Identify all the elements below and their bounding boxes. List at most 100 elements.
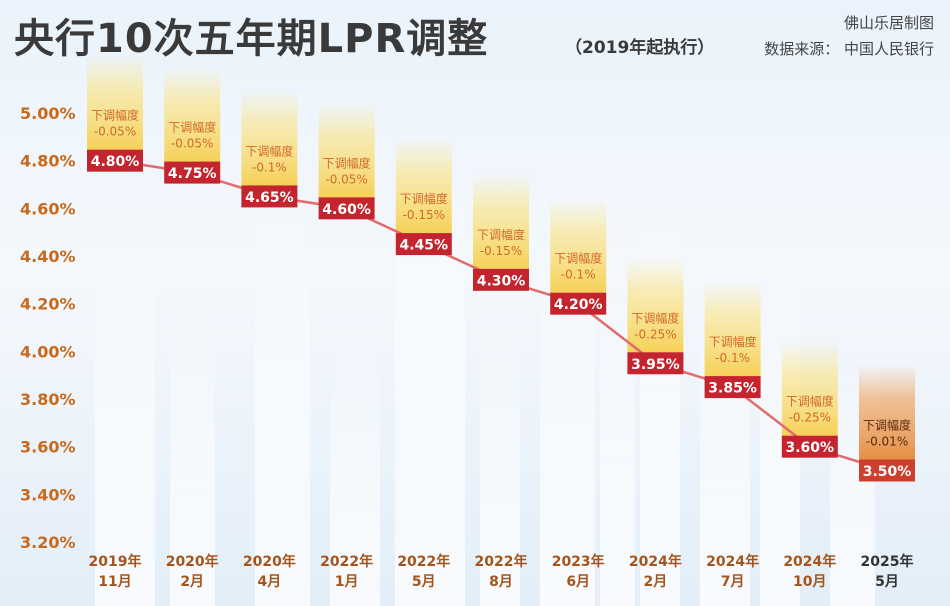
change-band (395, 138, 452, 234)
change-label: 下调幅度 (709, 334, 757, 349)
x-tick-month: 2月 (180, 574, 204, 590)
background-building (255, 200, 310, 606)
background-skyline (95, 160, 875, 606)
change-label: 下调幅度 (323, 155, 371, 170)
value-label: 3.95% (631, 357, 680, 373)
x-tick-year: 2024年 (783, 553, 836, 570)
y-tick-label: 4.80% (20, 152, 76, 171)
x-tick-year: 2024年 (706, 553, 759, 570)
x-tick-year: 2022年 (397, 553, 450, 570)
value-label-box (704, 376, 761, 399)
change-value: -0.05% (94, 125, 136, 139)
change-label: 下调幅度 (631, 310, 679, 325)
change-label: 下调幅度 (91, 108, 139, 123)
x-tick-month: 1月 (335, 574, 359, 590)
change-band (164, 66, 221, 162)
change-value: -0.05% (171, 137, 213, 151)
value-label-box (87, 149, 143, 172)
x-tick-year: 2020年 (166, 553, 219, 570)
value-label: 4.45% (400, 238, 449, 254)
x-tick-month: 11月 (98, 574, 131, 590)
change-label: 下调幅度 (863, 418, 911, 433)
x-tick-year: 2020年 (243, 553, 296, 570)
y-tick-label: 4.00% (20, 342, 76, 361)
y-tick-label: 3.60% (20, 438, 76, 457)
x-tick-year: 2022年 (475, 553, 528, 570)
background-building (95, 230, 155, 606)
y-tick-label: 3.80% (20, 390, 76, 409)
y-tick-label: 3.40% (20, 485, 76, 504)
value-label: 3.60% (786, 440, 835, 456)
value-label: 3.50% (863, 464, 912, 480)
value-label: 4.60% (322, 202, 371, 218)
x-tick-year: 2019年 (89, 553, 142, 570)
change-band (627, 257, 684, 353)
x-tick-month: 5月 (875, 574, 899, 590)
change-value: -0.01% (866, 435, 908, 449)
change-value: -0.15% (480, 244, 522, 258)
x-tick-year: 2023年 (552, 553, 605, 570)
x-tick-year: 2025年 (861, 553, 914, 570)
change-label: 下调幅度 (554, 251, 602, 266)
change-band (318, 102, 375, 198)
credit-text: 佛山乐居制图 (843, 14, 934, 32)
y-tick-label: 4.20% (20, 295, 76, 314)
source-text: 数据来源： 中国人民银行 (764, 40, 934, 58)
data-marks: 下调幅度 -0.05% 4.80% 下调幅度 -0.05% 4.75% 下调幅度 -0.1% 4… (87, 108, 915, 482)
value-label-box (627, 352, 684, 375)
value-label: 3.85% (708, 381, 757, 397)
value-label: 4.65% (245, 190, 294, 206)
value-label: 4.75% (168, 166, 217, 182)
change-label: 下调幅度 (245, 143, 293, 158)
value-label-box (164, 161, 221, 184)
change-band (704, 281, 761, 377)
x-tick-year: 2022年 (320, 553, 373, 570)
change-label: 下调幅度 (786, 394, 834, 409)
background-building (170, 300, 215, 606)
value-label-box (241, 185, 298, 208)
value-label-box (781, 435, 838, 458)
chart-title: 央行10次五年期LPR调整 (14, 16, 489, 62)
x-tick-month: 10月 (793, 574, 826, 590)
change-value: -0.25% (789, 411, 831, 425)
change-label: 下调幅度 (400, 191, 448, 206)
y-axis: 3.20% 3.40% 3.60% 3.80% 4.00% 4.20% 4.40% 4.60%… (20, 104, 76, 552)
change-band (781, 340, 838, 436)
background-building (330, 340, 380, 606)
change-bands (87, 54, 915, 460)
value-label-box (318, 197, 375, 220)
x-tick-month: 4月 (258, 574, 282, 590)
change-band (473, 173, 529, 269)
x-tick-month: 2月 (644, 574, 668, 590)
change-value: -0.25% (634, 327, 676, 341)
x-tick-month: 7月 (721, 574, 745, 590)
change-label: 下调幅度 (477, 227, 525, 242)
value-label-box (395, 233, 452, 256)
change-band (87, 54, 143, 150)
value-label: 4.30% (477, 273, 526, 289)
value-label: 4.80% (91, 154, 140, 170)
change-value: -0.1% (561, 268, 596, 282)
background-building (480, 320, 520, 606)
change-value: -0.1% (715, 351, 750, 365)
change-value: -0.15% (403, 208, 445, 222)
value-label: 4.20% (554, 297, 603, 313)
change-value: -0.1% (252, 160, 287, 174)
value-label-box (473, 268, 529, 291)
change-label: 下调幅度 (168, 120, 216, 135)
x-tick-month: 6月 (566, 574, 590, 590)
x-axis: 2019年 11月 2020年 2月 2020年 4月 2022年 1月 2022年 5月 2022… (89, 553, 914, 590)
y-tick-label: 4.60% (20, 199, 76, 218)
x-tick-month: 5月 (412, 574, 436, 590)
x-tick-month: 8月 (489, 574, 513, 590)
change-band (550, 197, 607, 293)
x-tick-year: 2024年 (629, 553, 682, 570)
y-tick-label: 5.00% (20, 104, 76, 123)
y-tick-label: 3.20% (20, 533, 76, 552)
value-label-box (859, 459, 915, 482)
change-value: -0.05% (325, 172, 367, 186)
change-band (859, 364, 915, 460)
change-band (241, 90, 298, 186)
chart-subtitle: （2019年起执行） (565, 38, 715, 58)
